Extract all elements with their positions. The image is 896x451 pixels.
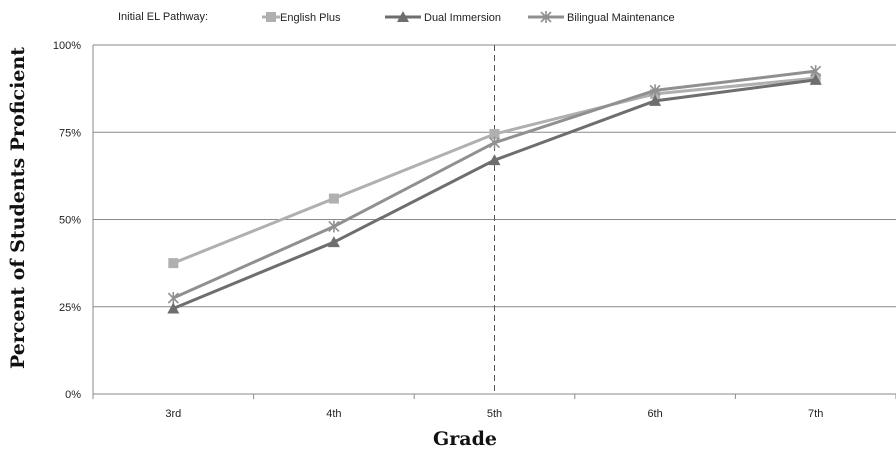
- data-point-bilingual-maintenance: [167, 292, 179, 305]
- data-point-dual-immersion: [327, 236, 340, 248]
- legend-title: Initial EL Pathway:: [118, 11, 208, 23]
- data-point-bilingual-maintenance: [328, 220, 340, 233]
- x-tick-label: 6th: [647, 408, 662, 420]
- data-point-dual-immersion: [488, 154, 501, 166]
- legend-marker: [397, 11, 409, 22]
- legend-label: English Plus: [280, 12, 341, 24]
- data-point-bilingual-maintenance: [488, 136, 501, 149]
- y-tick-label: 100%: [53, 40, 81, 52]
- x-tick-label: 5th: [487, 408, 502, 420]
- y-tick-label: 50%: [59, 215, 81, 227]
- y-axis-label: Percent of Students Proficient: [7, 47, 29, 369]
- axes: 0% 25% 50% 75% 100% 3rd 4th 5th 6th 7th: [53, 40, 896, 420]
- data-point-dual-immersion: [649, 94, 662, 106]
- x-tick-label: 4th: [326, 408, 341, 420]
- data-point-english-plus: [328, 193, 339, 204]
- legend-label: Bilingual Maintenance: [567, 12, 675, 24]
- series-line-dual-immersion: [172, 78, 816, 310]
- data-point-dual-immersion: [167, 302, 180, 314]
- legend-marker: [540, 11, 552, 23]
- y-tick-label: 75%: [59, 127, 81, 139]
- legend: Initial EL Pathway: English Plus Dual Imm…: [118, 11, 675, 24]
- y-tick-label: 25%: [59, 302, 81, 314]
- legend-label: Dual Immersion: [424, 12, 501, 24]
- legend-marker: [266, 12, 276, 22]
- x-tick-label: 7th: [808, 408, 823, 420]
- x-axis-label: Grade: [433, 428, 497, 450]
- legend-item-bilingual-maintenance: Bilingual Maintenance: [528, 11, 675, 24]
- data-point-bilingual-maintenance: [649, 84, 661, 97]
- data-point-english-plus: [168, 258, 179, 269]
- y-tick-label: 0%: [65, 389, 81, 401]
- legend-item-english-plus: English Plus: [262, 12, 341, 24]
- legend-item-dual-immersion: Dual Immersion: [385, 11, 501, 24]
- x-tick-label: 3rd: [165, 408, 181, 420]
- data-point-dual-immersion: [809, 73, 822, 85]
- data-point-english-plus: [489, 128, 500, 139]
- series-group: [167, 65, 822, 314]
